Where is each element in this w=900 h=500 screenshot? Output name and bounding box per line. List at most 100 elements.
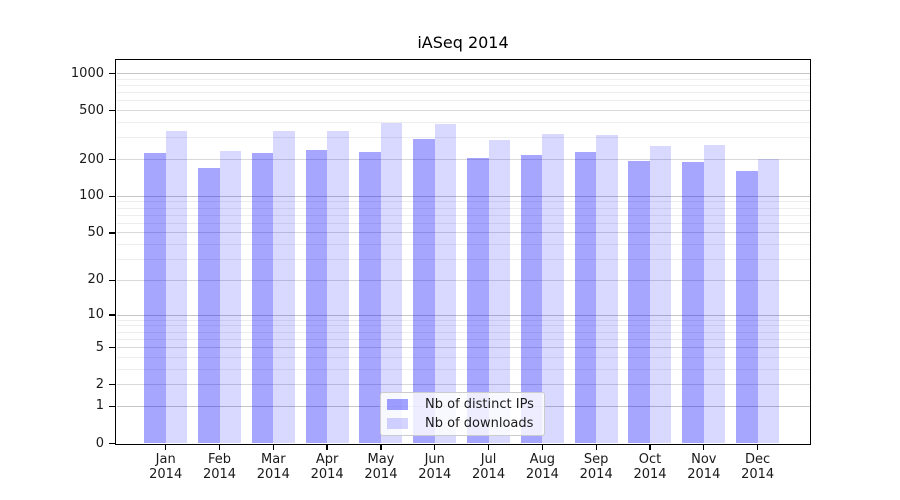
bar-downloads — [596, 134, 618, 444]
minor-gridline — [116, 259, 810, 261]
labeled-minor-gridline — [116, 384, 810, 386]
y-tick-label: 1000 — [70, 65, 104, 81]
y-tick-mark — [109, 72, 115, 75]
y-tick-label: 100 — [79, 188, 104, 204]
legend-row-downloads: Nb of downloads — [387, 414, 538, 433]
y-tick-mark — [109, 405, 115, 408]
x-tick-year: 2014 — [472, 467, 506, 482]
x-tick-label: Aug 2014 — [510, 452, 574, 483]
y-tick-label: 500 — [79, 102, 104, 118]
minor-gridline — [116, 92, 810, 94]
bar-downloads — [757, 159, 780, 444]
y-tick-label: 200 — [79, 151, 104, 167]
x-tick-mark — [218, 445, 221, 450]
bar-distinct-ips — [467, 157, 489, 444]
minor-gridline — [116, 201, 810, 203]
x-tick-mark — [165, 445, 167, 450]
x-tick-label: Mar 2014 — [241, 452, 305, 483]
bar-distinct-ips — [359, 151, 381, 444]
x-tick-label: Jul 2014 — [457, 452, 521, 483]
x-tick-year: 2014 — [364, 467, 398, 482]
major-gridline — [116, 314, 810, 316]
x-tick-mark — [272, 445, 274, 450]
bar-distinct-ips — [251, 153, 274, 444]
y-tick-mark — [109, 346, 115, 349]
bar-downloads — [488, 140, 511, 444]
x-tick-year: 2014 — [418, 467, 452, 482]
legend: Nb of distinct IPs Nb of downloads — [380, 392, 545, 436]
legend-swatch-distinct-ips — [387, 399, 408, 410]
y-tick-mark — [109, 195, 115, 197]
x-tick-year: 2014 — [256, 467, 290, 482]
minor-gridline — [116, 244, 810, 246]
y-tick-label: 0 — [95, 435, 104, 451]
y-tick-label: 50 — [87, 224, 104, 240]
minor-gridline — [116, 100, 810, 102]
bar-distinct-ips — [144, 153, 166, 444]
x-tick-mark — [703, 445, 705, 450]
bar-downloads — [165, 130, 188, 444]
x-tick-mark — [487, 445, 490, 450]
y-tick-mark — [109, 442, 115, 445]
x-tick-label: Nov 2014 — [672, 452, 736, 483]
major-gridline — [116, 195, 810, 197]
x-tick-label: Oct 2014 — [618, 452, 682, 483]
x-tick-year: 2014 — [633, 467, 667, 482]
bar-downloads — [327, 130, 349, 444]
y-tick-mark — [109, 109, 115, 112]
minor-gridline — [116, 319, 810, 321]
x-tick-mark — [649, 445, 651, 450]
labeled-minor-gridline — [116, 279, 810, 281]
y-tick-mark — [109, 314, 115, 316]
y-tick-mark — [109, 232, 115, 234]
bar-distinct-ips — [413, 139, 435, 444]
bar-distinct-ips — [628, 160, 650, 444]
x-tick-mark — [756, 445, 759, 450]
legend-label-distinct-ips: Nb of distinct IPs — [425, 397, 534, 412]
bar-downloads — [542, 134, 564, 444]
y-tick-label: 2 — [95, 376, 104, 392]
bar-downloads — [703, 144, 726, 444]
minor-gridline — [116, 214, 810, 216]
minor-gridline — [116, 222, 810, 224]
y-tick-label: 1 — [95, 398, 104, 414]
x-tick-label: Sep 2014 — [564, 452, 628, 483]
bar-downloads — [434, 123, 457, 444]
bar-downloads — [219, 150, 241, 444]
bar-distinct-ips — [198, 168, 220, 444]
x-tick-year: 2014 — [525, 467, 559, 482]
minor-gridline — [116, 137, 810, 139]
x-tick-label: Dec 2014 — [726, 452, 790, 483]
minor-gridline — [116, 207, 810, 209]
x-tick-label: Jan 2014 — [134, 452, 198, 483]
legend-label-downloads: Nb of downloads — [425, 416, 534, 431]
bar-downloads — [273, 131, 295, 444]
bar-distinct-ips — [736, 171, 758, 444]
legend-row-distinct-ips: Nb of distinct IPs — [387, 395, 538, 414]
labeled-minor-gridline — [116, 110, 810, 112]
minor-gridline — [116, 325, 810, 327]
minor-gridline — [116, 368, 810, 370]
bar-distinct-ips — [574, 151, 597, 444]
minor-gridline — [116, 122, 810, 124]
labeled-minor-gridline — [116, 232, 810, 234]
minor-gridline — [116, 331, 810, 333]
x-tick-mark — [541, 445, 544, 450]
minor-gridline — [116, 338, 810, 340]
x-tick-mark — [380, 445, 382, 450]
x-tick-year: 2014 — [202, 467, 237, 482]
x-tick-year: 2014 — [149, 467, 183, 482]
x-tick-mark — [326, 445, 328, 450]
y-tick-mark — [109, 384, 115, 386]
y-tick-mark — [109, 279, 115, 282]
minor-gridline — [116, 78, 810, 80]
legend-swatch-downloads — [387, 418, 408, 429]
x-tick-label: Feb 2014 — [188, 452, 252, 483]
y-tick-label: 5 — [95, 339, 104, 355]
x-tick-year: 2014 — [310, 467, 344, 482]
bar-distinct-ips — [682, 162, 704, 444]
chart-title: iASeq 2014 — [417, 33, 509, 52]
y-tick-label: 20 — [87, 272, 104, 288]
y-tick-mark — [109, 158, 115, 161]
